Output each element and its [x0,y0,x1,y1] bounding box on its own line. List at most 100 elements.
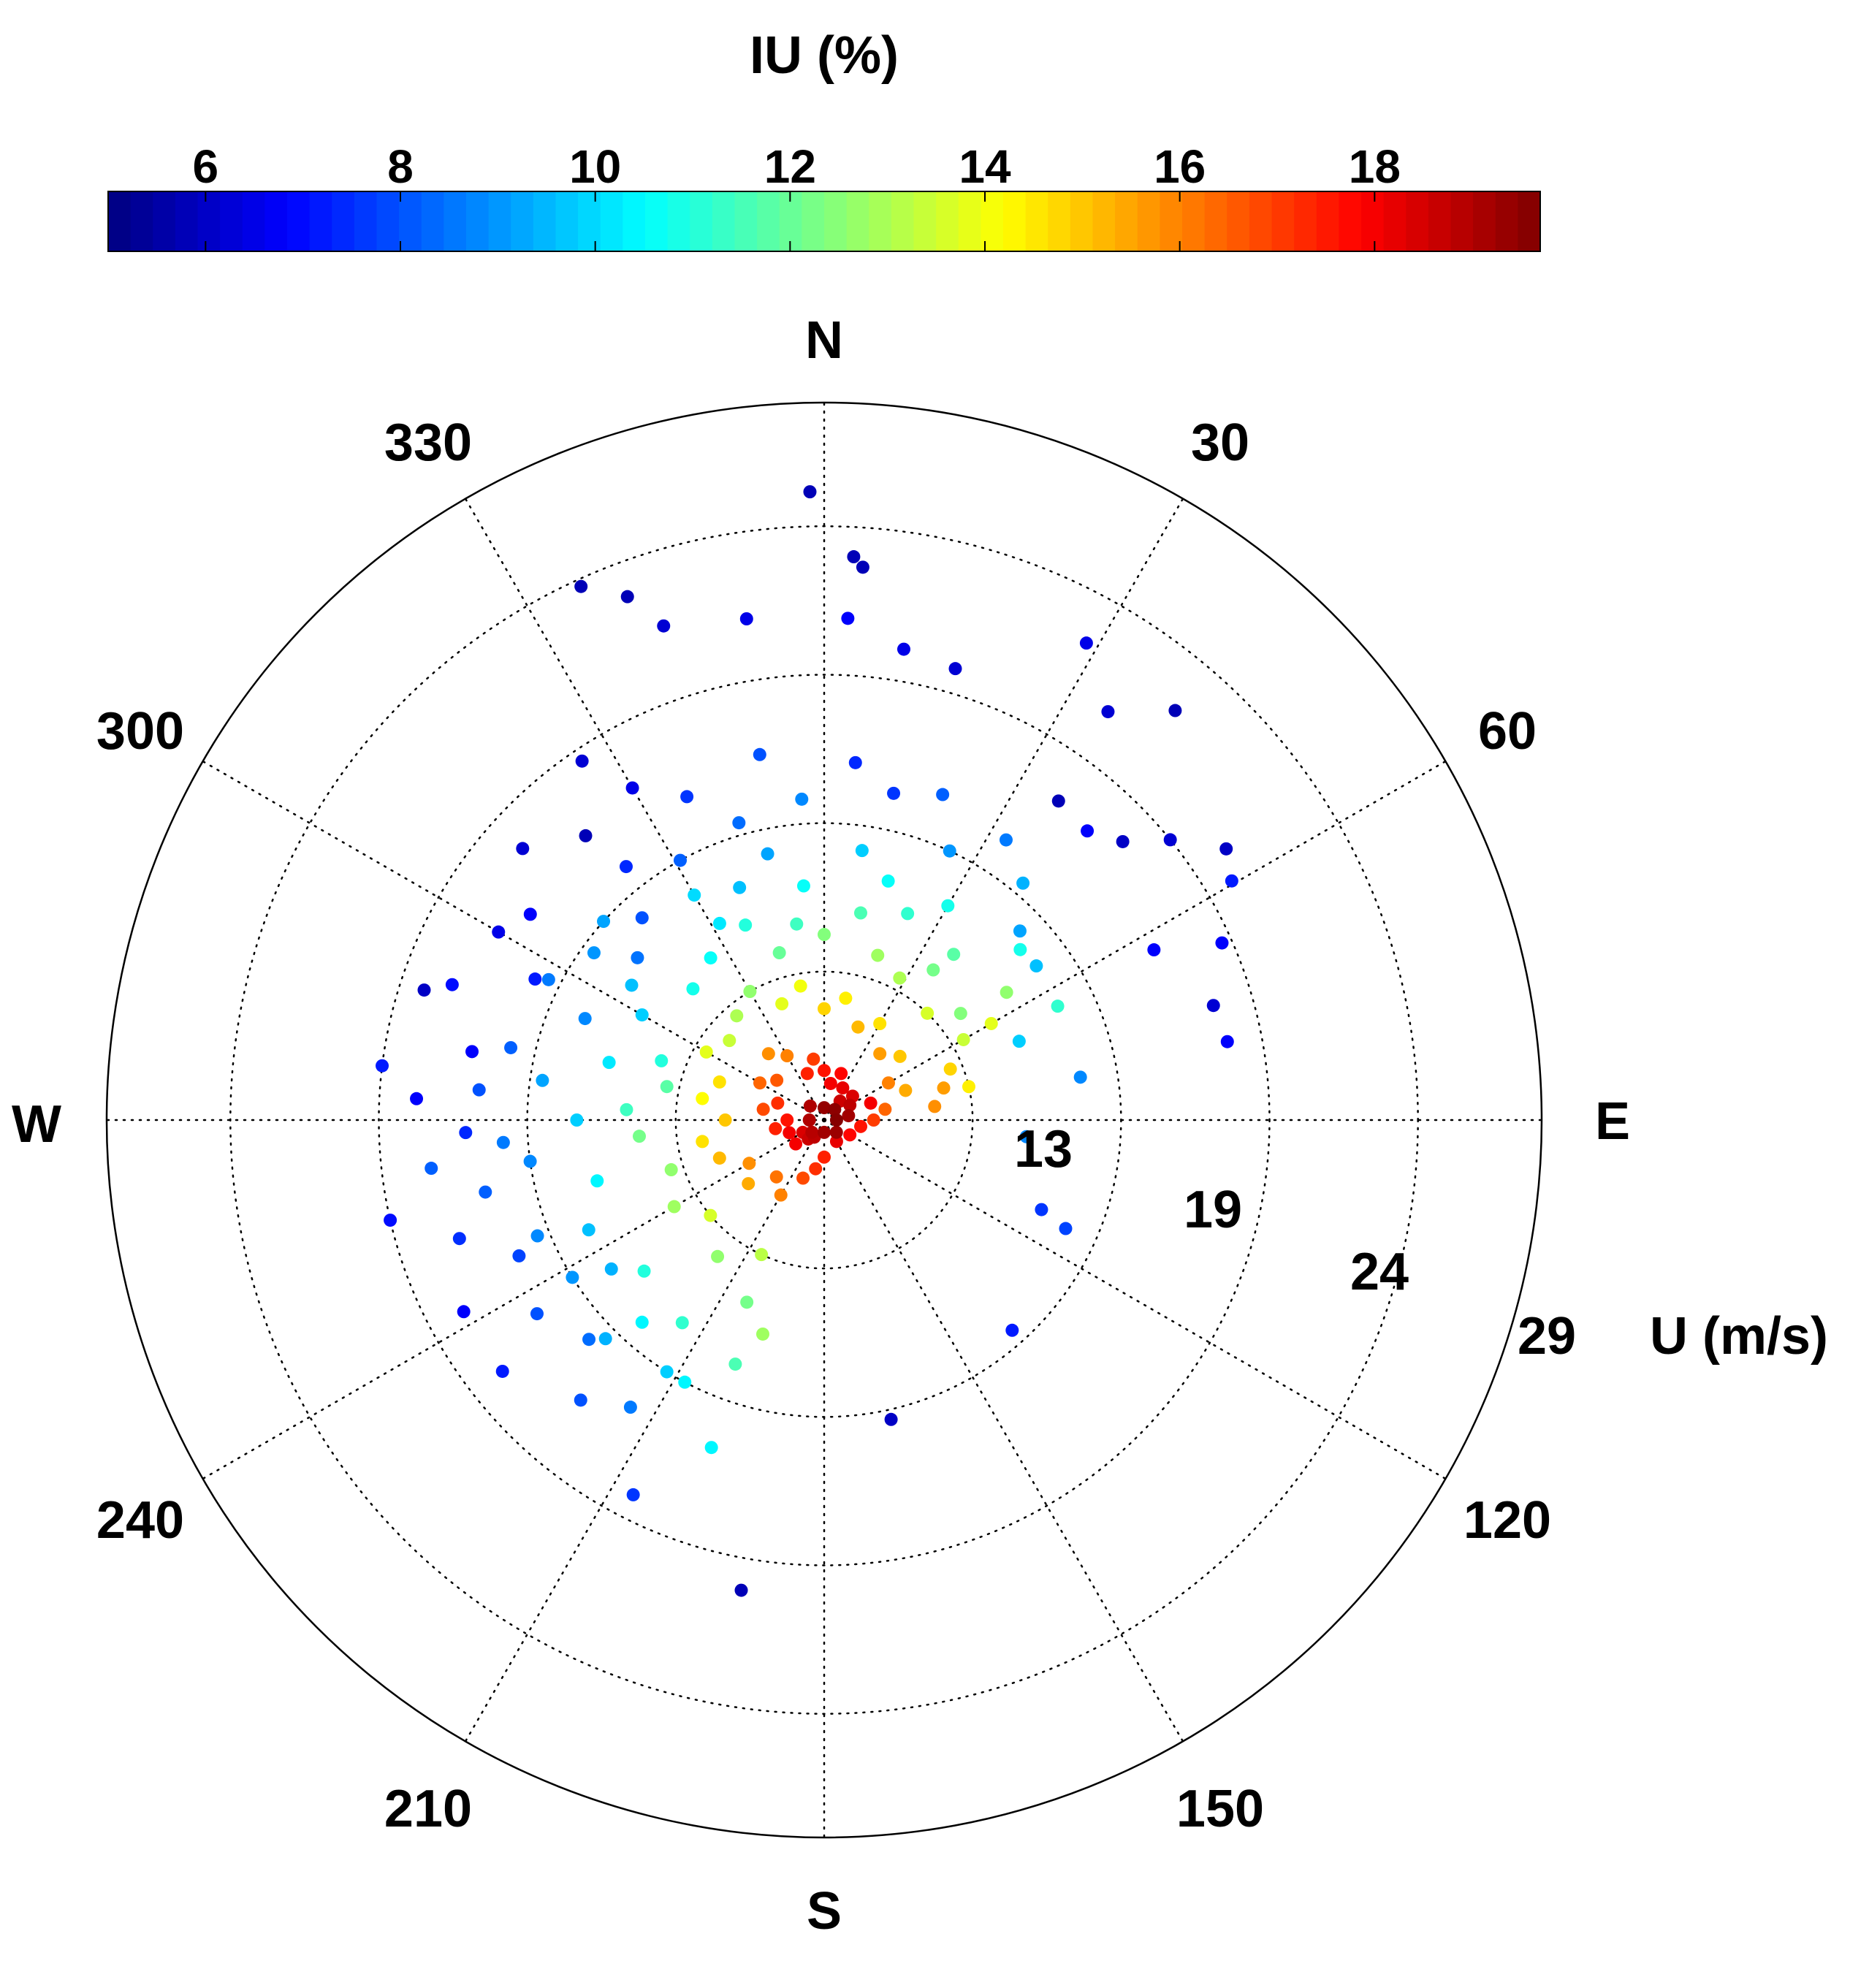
scatter-point [802,1113,816,1127]
scatter-point [1073,1070,1087,1084]
colorbar-strip [466,191,490,251]
scatter-point [829,1125,843,1139]
scatter-point [587,946,601,960]
compass-label-north: N [805,311,843,370]
colorbar-strip [645,191,669,251]
scatter-point [688,888,701,902]
colorbar-tick-label: 14 [959,140,1011,193]
scatter-point [855,844,869,858]
radial-tick-24: 24 [1350,1243,1409,1301]
scatter-point [854,1119,868,1133]
scatter-point [851,1020,865,1034]
scatter-point [541,972,555,986]
scatter-point [841,612,855,625]
scatter-point [839,991,853,1005]
scatter-point [734,1583,748,1597]
scatter-point [664,1163,678,1177]
scatter-point [1029,959,1043,973]
scatter-point [574,579,588,593]
scatter-point [953,1007,967,1021]
scatter-point [452,1232,466,1246]
scatter-point [790,917,804,931]
scatter-point [410,1092,424,1105]
scatter-point [793,979,807,993]
colorbar-strip [309,191,333,251]
scatter-point [1005,1323,1019,1337]
scatter-point [425,1162,438,1176]
scatter-point [873,1047,887,1061]
scatter-point [512,1249,526,1263]
scatter-point [770,1073,784,1087]
scatter-point [457,1305,471,1319]
scatter-point [516,842,530,856]
scatter-point [376,1059,389,1073]
colorbar-strip [511,191,534,251]
scatter-point [936,788,950,801]
scatter-point [625,978,639,992]
radial-tick-13: 13 [1014,1120,1073,1178]
scatter-point [948,662,962,676]
scatter-point [921,1006,935,1020]
radial-ring [674,970,974,1270]
scatter-point [803,1099,817,1113]
colorbar-strip [1204,191,1228,251]
colorbar: IU (%) 6 8 10 12 14 16 18 [107,26,1541,252]
scatter-point [769,1170,783,1184]
scatter-point [847,550,861,564]
scatter-point [796,879,810,893]
scatter-point [1081,824,1095,838]
scatter-point [678,1375,692,1389]
scatter-point [943,1062,957,1076]
scatter-point [635,1315,649,1329]
scatter-point [843,1128,857,1142]
colorbar-strip [488,191,512,251]
scatter-point [723,1034,736,1048]
scatter-point [1012,1035,1026,1048]
colorbar-strip [1271,191,1295,251]
scatter-point [1116,834,1130,848]
angle-spoke [202,1119,826,1480]
colorbar-frame [107,191,1541,252]
scatter-point [780,1049,794,1063]
colorbar-strip [175,191,199,251]
colorbar-strip [578,191,601,251]
colorbar-strip [1160,191,1183,251]
angle-spoke [464,1119,826,1743]
colorbar-strip [153,191,176,251]
scatter-point [1147,943,1161,957]
scatter-point [753,747,766,761]
scatter-point [598,1332,612,1346]
scatter-points [376,485,1238,1597]
colorbar-strip [712,191,736,251]
scatter-point [984,1016,998,1030]
scatter-point [417,983,431,997]
scatter-point [823,1076,837,1090]
scatter-point [761,1047,775,1061]
scatter-point [626,1488,640,1501]
scatter-point [523,1154,537,1168]
scatter-point [893,971,907,985]
scatter-point [1000,986,1013,999]
radial-ring [229,525,1419,1715]
scatter-point [620,1102,633,1116]
scatter-point [836,1081,850,1095]
outer-circle [105,401,1543,1839]
scatter-point [755,1327,769,1341]
colorbar-strip [1383,191,1407,251]
colorbar-strip [869,191,892,251]
scatter-point [733,880,747,894]
scatter-point [675,1316,689,1330]
colorbar-strip [1495,191,1519,251]
compass-labels: N E S W [12,311,1630,1941]
scatter-point [943,844,956,858]
colorbar-strip [220,191,243,251]
colorbar-strip [376,191,400,251]
scatter-point [1051,999,1065,1013]
scatter-point [686,982,700,996]
scatter-point [696,1092,709,1105]
colorbar-strip [734,191,758,251]
colorbar-strip [757,191,780,251]
colorbar-strip [1092,191,1116,251]
colorbar-strip [1070,191,1094,251]
